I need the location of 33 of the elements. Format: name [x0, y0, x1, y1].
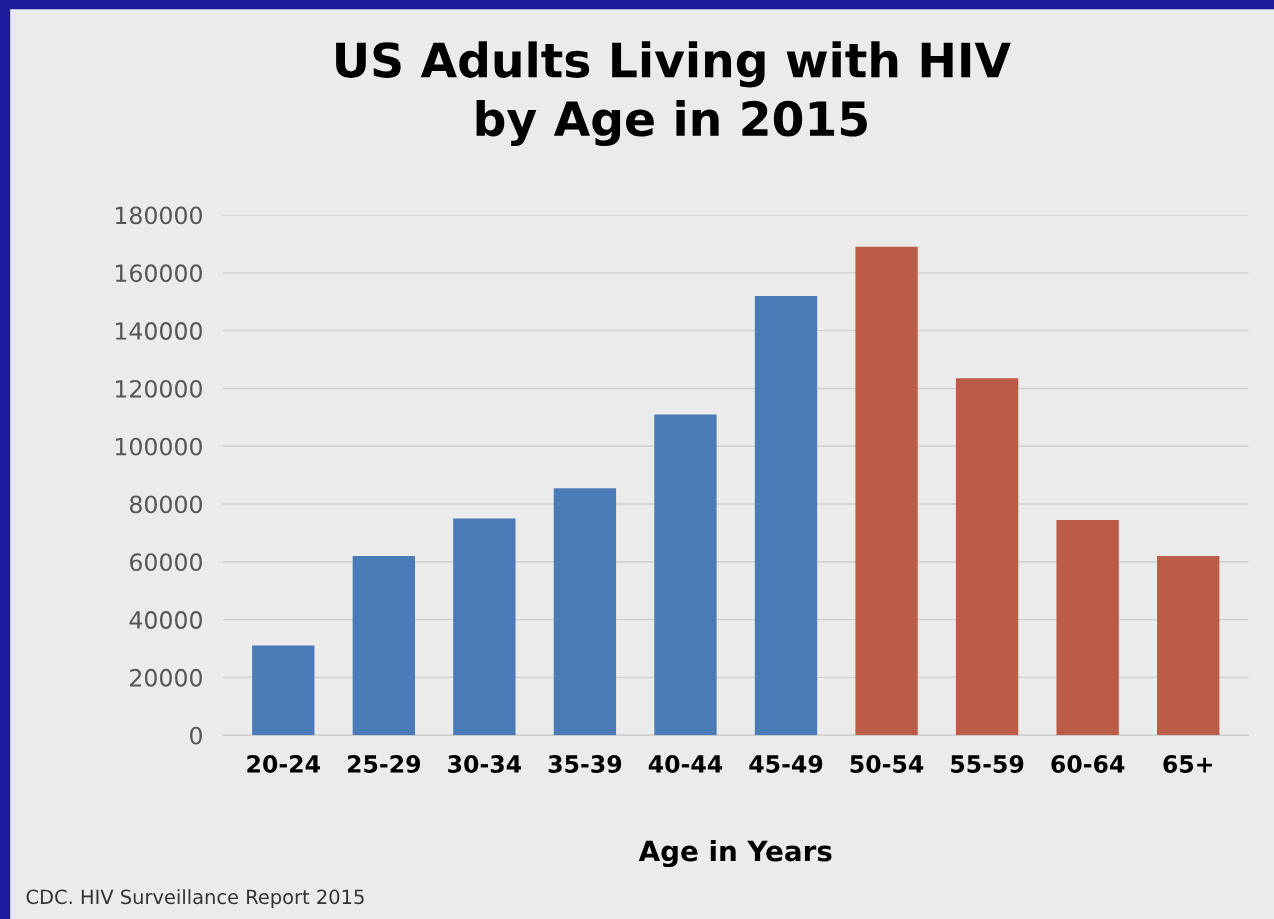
bar: [654, 414, 717, 736]
y-tick-label: 180000: [115, 206, 202, 225]
y-tick-label: 20000: [130, 668, 202, 687]
x-tick-label: 40-44: [648, 755, 723, 773]
bar: [252, 645, 315, 736]
bar: [352, 556, 415, 736]
chart-title: US Adults Living with HIV by Age in 2015: [336, 41, 1011, 147]
y-tick-label: 160000: [115, 264, 202, 283]
x-tick-label: 20-24: [247, 755, 320, 773]
x-axis-title: Age in Years: [638, 840, 832, 868]
bar: [955, 378, 1019, 736]
x-tick-label: 45-49: [749, 755, 823, 773]
y-tick-label: 80000: [129, 495, 202, 514]
x-tick-label: 25-29: [347, 755, 421, 773]
text: CDC. HIV Surveillance Report 2015: [26, 889, 364, 908]
bar: [453, 518, 516, 736]
bar: [1157, 556, 1220, 736]
x-tick-label: 65+: [1163, 755, 1213, 773]
x-tick-label: 55-59: [951, 755, 1024, 773]
y-tick-label: 100000: [115, 437, 202, 456]
x-tick-label: 50-54: [850, 755, 924, 773]
y-tick-label: 40000: [129, 611, 202, 629]
y-tick-label: 0: [190, 726, 202, 745]
bar: [754, 295, 818, 736]
bar: [1056, 519, 1119, 736]
x-tick-label: 30-34: [448, 755, 522, 773]
y-tick-label: 140000: [115, 322, 202, 340]
x-tick-label: 35-39: [548, 755, 622, 773]
y-tick-label: 120000: [115, 379, 202, 398]
bar: [855, 246, 918, 736]
x-tick-label: 60-64: [1051, 755, 1125, 773]
y-tick-label: 60000: [130, 553, 202, 572]
bar: [553, 488, 617, 736]
